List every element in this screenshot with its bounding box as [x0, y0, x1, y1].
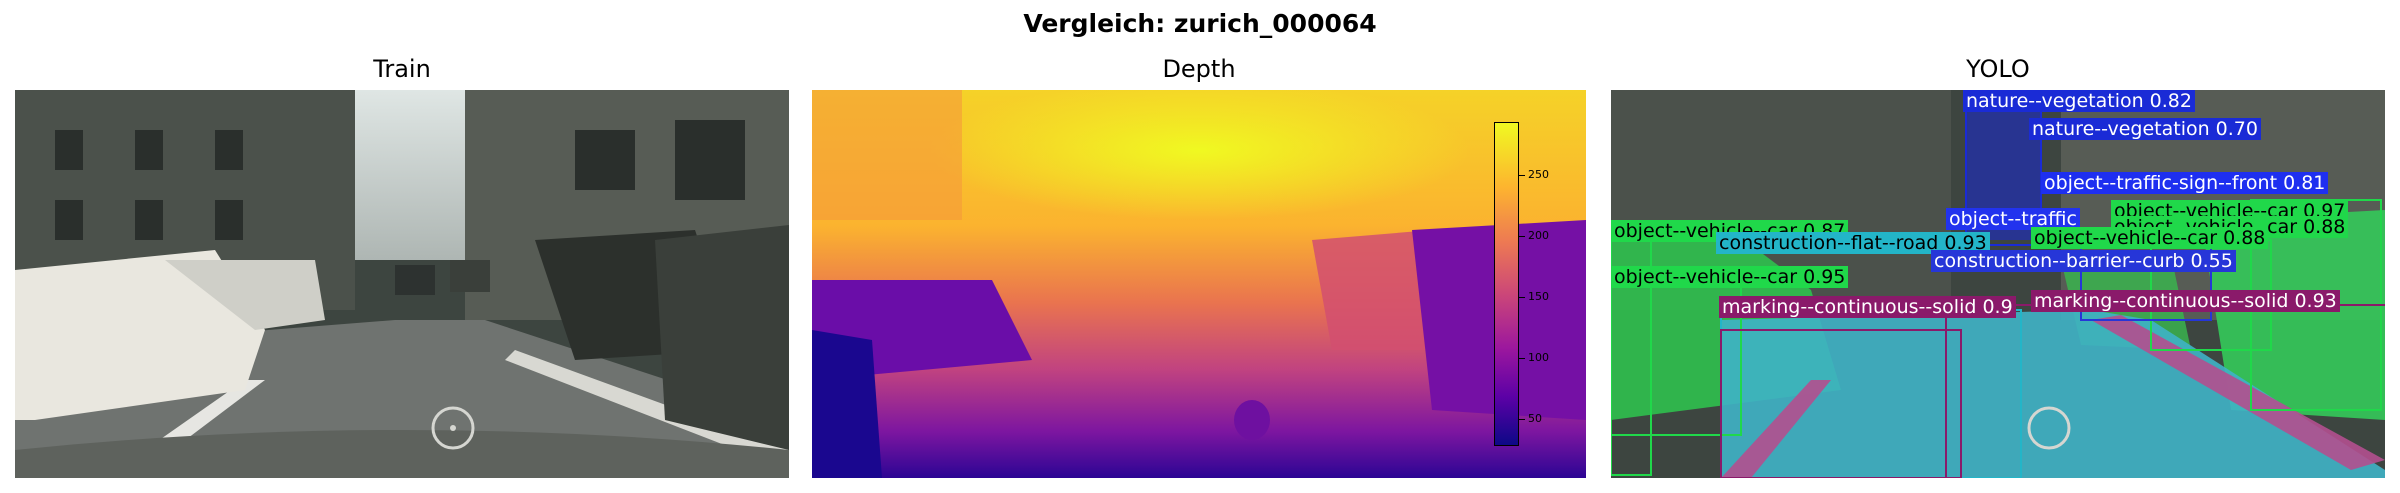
colorbar-tick [1519, 358, 1525, 359]
colorbar-tick [1519, 175, 1525, 176]
colorbar-tick [1519, 236, 1525, 237]
depth-map [812, 90, 1586, 478]
detection-label: construction--barrier--curb 0.55 [1931, 250, 2236, 272]
yolo-panel-title: YOLO [1966, 55, 2030, 83]
colorbar-tick [1519, 297, 1525, 298]
depth-colorbar [1494, 122, 1519, 446]
detection-label: nature--vegetation 0.70 [2029, 118, 2261, 140]
detection-label: object--vehicle--car 0.95 [1611, 266, 1849, 288]
detection-label: object--vehicle--car 0.88 [2031, 227, 2269, 249]
colorbar-tick-label: 100 [1528, 351, 1549, 364]
train-image [15, 90, 789, 478]
detection-label: marking--continuous--solid 0.93 [2031, 290, 2340, 312]
train-panel-title: Train [373, 55, 431, 83]
colorbar-tick-label: 200 [1528, 229, 1549, 242]
colorbar-tick-label: 50 [1528, 412, 1542, 425]
yolo-image: nature--vegetation 0.82 nature--vegetati… [1611, 90, 2385, 478]
detection-label: object--traffic [1946, 208, 2080, 230]
colorbar-tick-label: 150 [1528, 290, 1549, 303]
detection-label: object--traffic-sign--front 0.81 [2041, 172, 2329, 194]
detection-label: construction--flat--road 0.93 [1716, 232, 1990, 254]
figure-title: Vergleich: zurich_000064 [1023, 9, 1377, 38]
depth-panel-title: Depth [1162, 55, 1236, 83]
detection-label: marking--continuous--solid 0.9 [1719, 296, 2016, 318]
detection-label: nature--vegetation 0.82 [1963, 90, 2195, 112]
colorbar-tick-label: 250 [1528, 168, 1549, 181]
colorbar-tick [1519, 419, 1525, 420]
